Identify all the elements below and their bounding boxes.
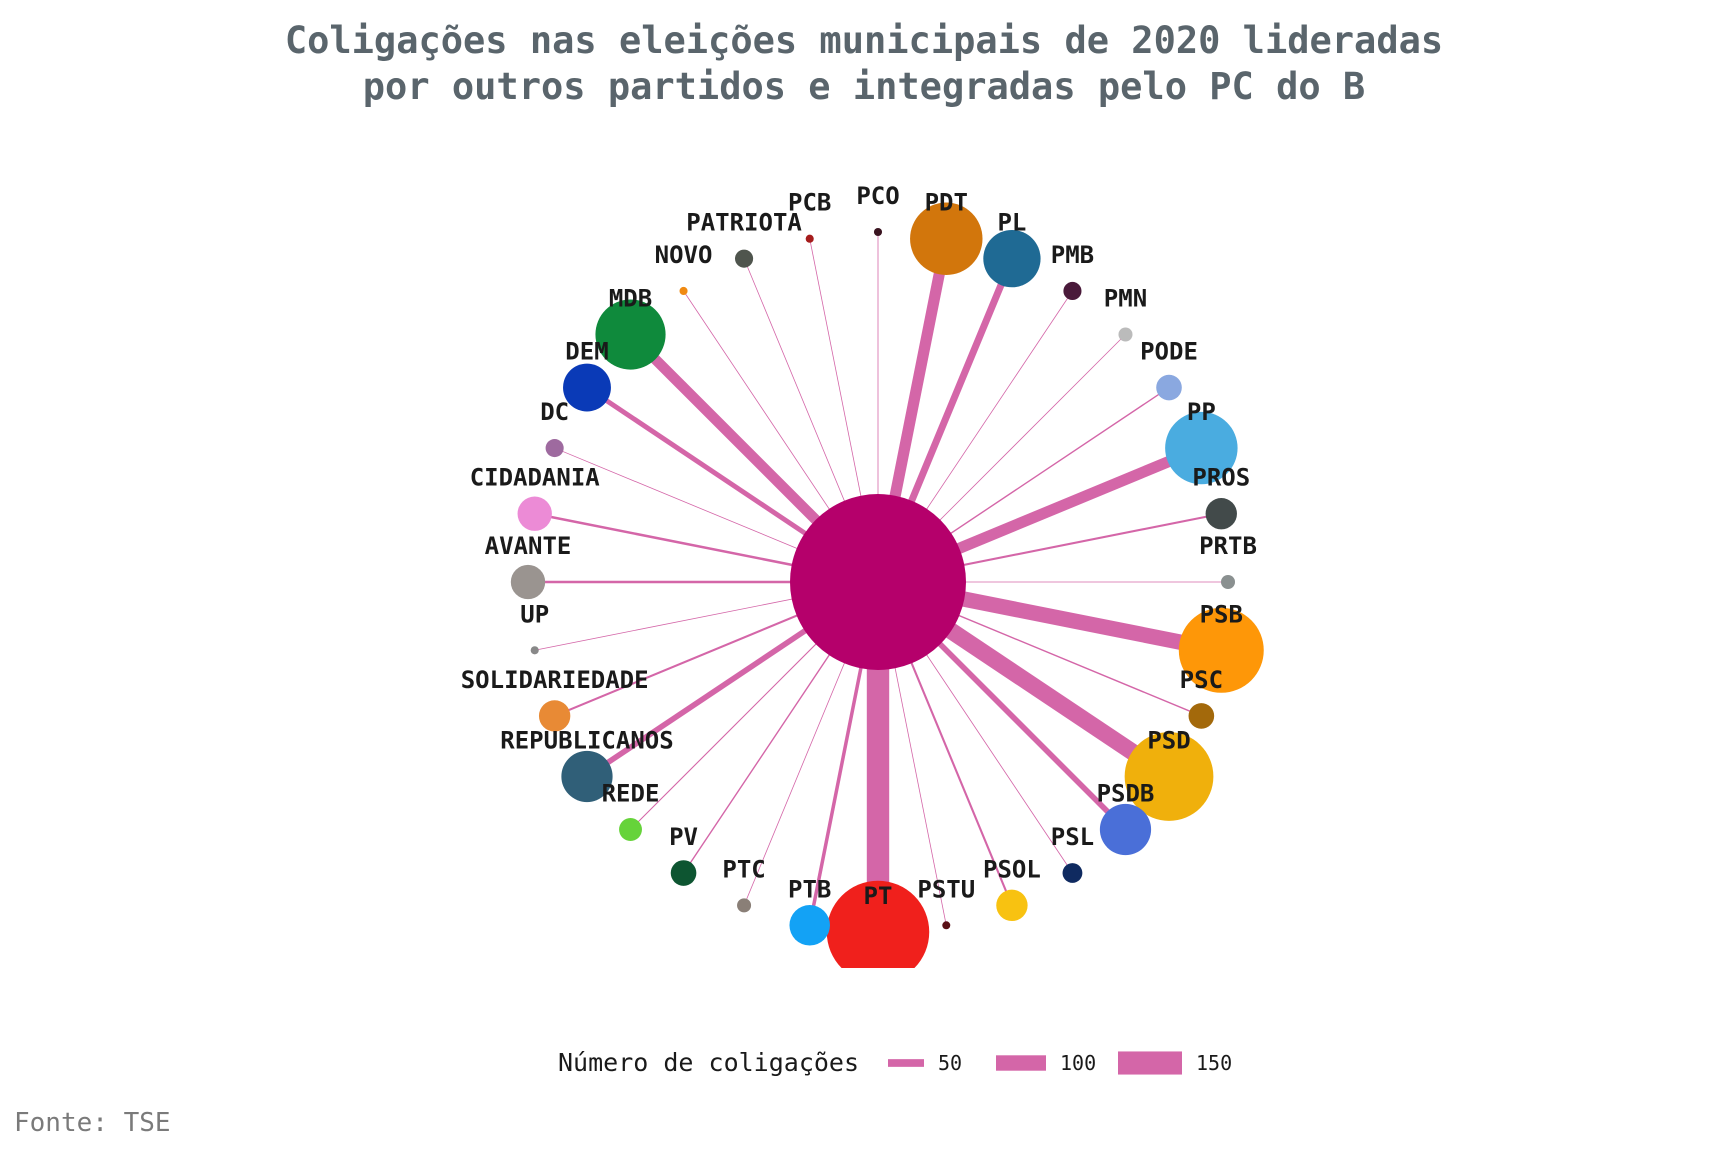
node-label-pt: PT <box>864 882 893 910</box>
legend-swatch-100 <box>996 1055 1046 1071</box>
node-label-dc: DC <box>540 398 569 426</box>
node-label-cidadania: CIDADANIA <box>470 464 601 492</box>
node-up <box>530 646 539 655</box>
node-avante <box>510 564 546 600</box>
node-label-novo: NOVO <box>655 241 713 269</box>
node-ptc <box>737 898 752 913</box>
node-rede <box>619 818 642 841</box>
node-novo <box>679 286 688 296</box>
node-label-pco: PCO <box>856 182 899 210</box>
node-label-psd: PSD <box>1147 726 1190 754</box>
node-republicanos <box>561 750 613 803</box>
legend-swatch-50 <box>888 1059 924 1067</box>
node-pstu <box>942 921 951 930</box>
node-label-pv: PV <box>669 823 698 851</box>
node-label-pcb: PCB <box>788 189 831 217</box>
legend-title: Número de coligações <box>558 1048 859 1077</box>
node-label-pmb: PMB <box>1051 241 1094 269</box>
node-mdb <box>595 299 666 370</box>
node-psol <box>996 889 1028 922</box>
node-psl <box>1062 863 1083 883</box>
node-label-up: UP <box>520 600 549 628</box>
node-label-psol: PSOL <box>983 855 1041 883</box>
legend-swatch-150 <box>1118 1051 1182 1075</box>
node-solidariedade <box>538 700 571 732</box>
node-label-republicanos: REPUBLICANOS <box>500 726 673 754</box>
node-prtb <box>1220 574 1236 590</box>
node-label-pl: PL <box>997 209 1026 237</box>
labels-layer: PT PTB PTC PV REDE REPUBLICANOS SOLIDARIEDADE U… <box>461 182 1257 910</box>
node-pode <box>1156 374 1182 401</box>
node-label-pdt: PDT <box>925 189 968 217</box>
node-pcb <box>805 234 814 243</box>
center-node <box>790 494 966 670</box>
node-pl <box>983 230 1041 288</box>
legend-entries: 50 100 150 <box>888 1051 1232 1075</box>
node-dem <box>563 363 611 412</box>
node-psdb <box>1099 803 1152 856</box>
source-note: Fonte: TSE <box>14 1108 171 1138</box>
legend: Número de coligações 50 100 150 <box>558 1048 1232 1077</box>
node-label-dem: DEM <box>565 338 608 366</box>
node-ptb <box>789 905 830 946</box>
legend-label-50: 50 <box>938 1051 962 1075</box>
node-pp <box>1165 411 1238 485</box>
node-pv <box>670 860 697 886</box>
chart-title: Coligações nas eleições municipais de 20… <box>0 18 1728 110</box>
node-label-rede: REDE <box>602 779 660 807</box>
node-label-ptc: PTC <box>722 855 765 883</box>
node-pco <box>873 227 883 237</box>
node-label-solidariedade: SOLIDARIEDADE <box>461 666 649 694</box>
node-label-pstu: PSTU <box>917 875 975 903</box>
legend-label-150: 150 <box>1196 1051 1232 1075</box>
nodes-layer <box>510 202 1264 968</box>
node-cidadania <box>517 496 552 531</box>
node-pt <box>826 880 930 968</box>
node-label-psb: PSB <box>1200 600 1243 628</box>
node-pdt <box>910 202 983 275</box>
node-label-pros: PROS <box>1192 464 1250 492</box>
node-label-psl: PSL <box>1051 823 1094 851</box>
node-patriota <box>735 249 754 268</box>
node-label-pmn: PMN <box>1104 285 1147 313</box>
node-psc <box>1188 703 1215 729</box>
node-pmb <box>1063 281 1082 301</box>
node-label-ptb: PTB <box>788 875 831 903</box>
node-label-avante: AVANTE <box>485 532 572 560</box>
node-pmn <box>1118 327 1133 342</box>
node-label-mdb: MDB <box>609 285 652 313</box>
node-pros <box>1205 498 1237 530</box>
node-label-pp: PP <box>1187 398 1216 426</box>
node-label-prtb: PRTB <box>1199 532 1257 560</box>
node-label-psdb: PSDB <box>1097 779 1155 807</box>
node-psb <box>1178 607 1264 693</box>
node-psd <box>1124 732 1214 821</box>
chart-title-line-2: por outros partidos e integradas pelo PC… <box>362 65 1366 108</box>
legend-label-100: 100 <box>1060 1051 1096 1075</box>
node-dc <box>545 439 564 458</box>
chart-title-line-1: Coligações nas eleições municipais de 20… <box>284 19 1444 62</box>
node-label-psc: PSC <box>1180 666 1223 694</box>
node-label-pode: PODE <box>1140 338 1198 366</box>
node-label-patriota: PATRIOTA <box>686 209 802 237</box>
